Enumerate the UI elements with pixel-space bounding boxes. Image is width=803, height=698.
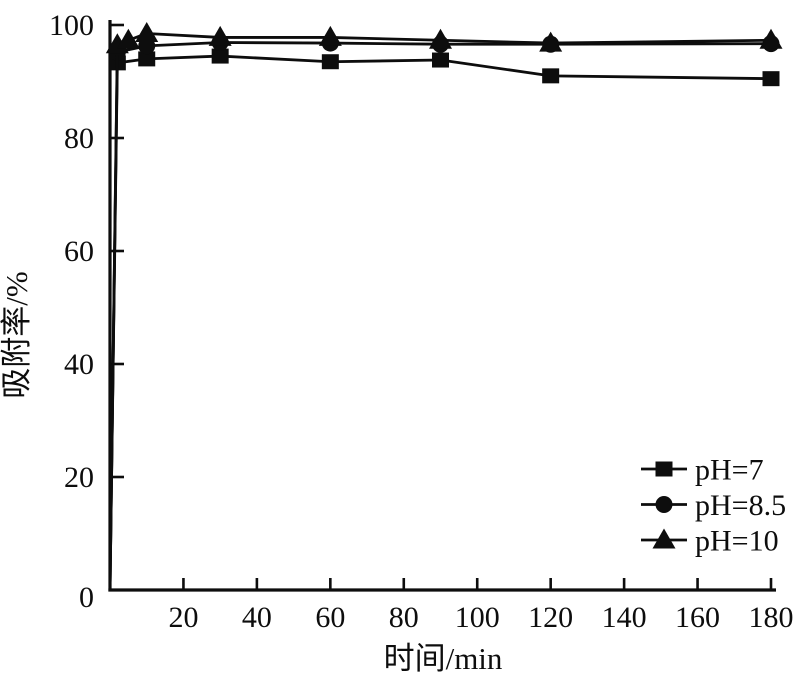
y-tick-label-100: 100 [49, 9, 94, 42]
marker-pH=7-t120 [542, 68, 560, 84]
x-tick-label-160: 160 [675, 601, 720, 634]
x-tick-label-60: 60 [315, 601, 345, 634]
x-tick-label-180: 180 [749, 601, 794, 634]
marker-pH=7-t90 [432, 52, 449, 68]
y-axis-title: 吸附率/% [0, 271, 34, 398]
x-tick-label-80: 80 [389, 601, 419, 634]
marker-pH=10-t60 [318, 25, 342, 46]
marker-pH=10-t90 [429, 28, 452, 49]
marker-pH=7-t10 [138, 51, 156, 67]
legend-label-pH=7: pH=7 [695, 454, 764, 487]
x-axis-title: 时间/min [384, 641, 503, 676]
marker-pH=10-t120 [539, 31, 563, 52]
marker-pH=10-t10 [135, 21, 159, 42]
x-tick-label-20: 20 [168, 601, 198, 634]
y-tick-label-40: 40 [64, 348, 94, 381]
x-tick-label-120: 120 [528, 601, 573, 634]
y-tick-label-0: 0 [79, 581, 94, 614]
y-tick-label-80: 80 [64, 122, 94, 155]
legend-marker-pH=10 [652, 528, 676, 549]
marker-pH=10-t5 [116, 28, 140, 49]
marker-pH=7-t60 [321, 54, 339, 70]
legend-marker-pH=7 [655, 461, 673, 477]
marker-pH=7-t30 [211, 48, 229, 64]
legend-label-pH=8.5: pH=8.5 [695, 489, 786, 522]
y-tick-label-20: 20 [64, 461, 94, 494]
series-line-pH=8.5 [108, 41, 772, 591]
x-tick-label-100: 100 [455, 601, 500, 634]
series-line-pH=7 [108, 54, 772, 591]
marker-pH=10-t180 [759, 28, 783, 49]
marker-pH=10-t30 [208, 25, 232, 46]
legend-label-pH=10: pH=10 [695, 525, 779, 558]
marker-pH=7-t180 [762, 71, 780, 87]
y-tick-label-60: 60 [64, 235, 94, 268]
x-tick-label-40: 40 [242, 601, 272, 634]
legend-marker-pH=8.5 [655, 496, 673, 513]
x-tick-label-140: 140 [602, 601, 647, 634]
